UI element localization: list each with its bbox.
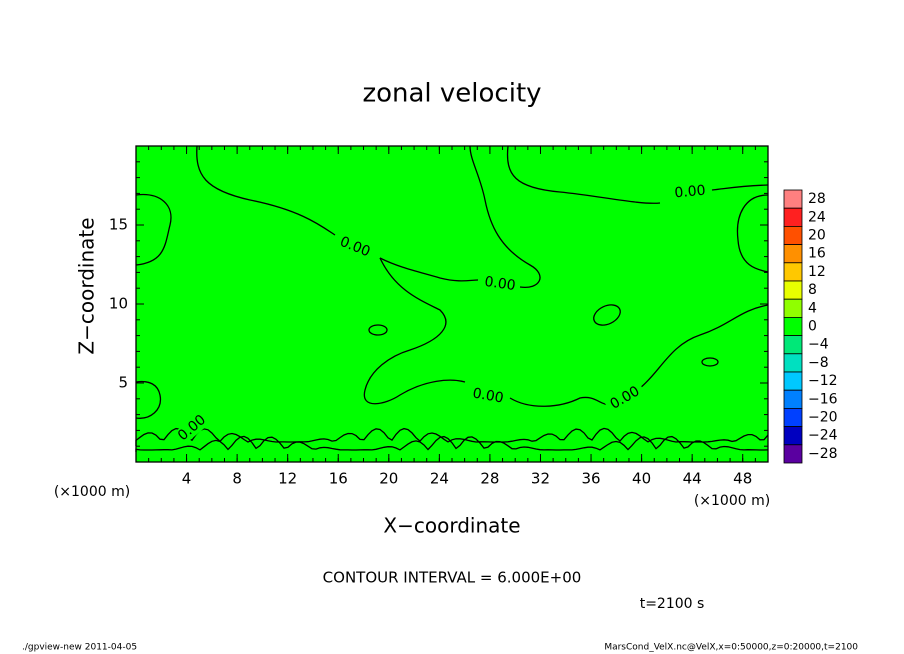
x-tick-label: 16 (329, 470, 348, 488)
contour-line (593, 304, 621, 326)
contour-label: 0.00 (471, 385, 504, 406)
colorbar-label: 24 (808, 209, 826, 225)
contour-line (196, 145, 541, 288)
colorbar-swatch (783, 189, 803, 209)
x-tick-label: 48 (733, 470, 752, 488)
colorbar-label: −24 (808, 428, 838, 444)
contour-line (506, 145, 769, 204)
footer-right: MarsCond_VelX.nc@VelX,x=0:50000,z=0:2000… (604, 643, 858, 653)
colorbar-label: −12 (808, 373, 838, 389)
colorbar-swatch (783, 353, 803, 373)
colorbar-swatch (783, 207, 803, 227)
contour-label-bg (466, 384, 510, 408)
colorbar-swatch (783, 407, 803, 427)
colorbar-label: −20 (808, 410, 838, 426)
contour-line (363, 257, 769, 407)
contour-label-bg (171, 409, 213, 447)
x-tick-label: 20 (379, 470, 398, 488)
plot-fill (135, 145, 769, 463)
x-tick-label: 12 (278, 470, 297, 488)
contour-label-bg (603, 381, 647, 415)
x-tick-label: 44 (683, 470, 702, 488)
colorbar-swatch (783, 444, 803, 464)
colorbar-label: −16 (808, 391, 838, 407)
x-tick-label: 36 (581, 470, 600, 488)
colorbar-swatch (783, 262, 803, 282)
colorbar-swatch (783, 280, 803, 300)
contour-line (368, 324, 388, 336)
contour-label-bg (333, 232, 377, 262)
x-tick-label: 4 (182, 470, 192, 488)
colorbar-label: 4 (808, 300, 817, 316)
colorbar-label: 20 (808, 228, 826, 244)
contour-label-bg (669, 182, 711, 202)
x-unit: (×1000 m) (54, 484, 130, 500)
contour-label: 0.00 (483, 274, 516, 294)
colorbar-swatch (783, 335, 803, 355)
chart-title: zonal velocity (362, 79, 541, 109)
x-tick-label: 8 (232, 470, 242, 488)
colorbar-swatch (783, 389, 803, 409)
colorbar-swatch (783, 225, 803, 245)
colorbar-label: −28 (808, 446, 838, 462)
colorbar-swatch (783, 316, 803, 336)
x-tick-label: 28 (480, 470, 499, 488)
time-label: t=2100 s (640, 596, 705, 612)
colorbar-label: 0 (808, 319, 817, 335)
contour-line (135, 380, 162, 419)
y-tick-label: 5 (118, 374, 128, 392)
y-tick-label: 15 (109, 216, 128, 234)
contour-label: 0.00 (674, 183, 706, 202)
colorbar-swatch (783, 371, 803, 391)
colorbar-label: 28 (808, 191, 826, 207)
x-tick-label: 32 (531, 470, 550, 488)
footer-left: ./gpview-new 2011-04-05 (22, 643, 137, 653)
y-tick-label: 10 (109, 295, 128, 313)
x-unit: (×1000 m) (694, 493, 770, 509)
contour-line (135, 427, 769, 452)
y-axis-label: Z−coordinate (75, 217, 99, 354)
colorbar-swatch (783, 298, 803, 318)
contour-interval: CONTOUR INTERVAL = 6.000E+00 (323, 569, 582, 587)
colorbar-label: −4 (808, 337, 829, 353)
colorbar-label: −8 (808, 355, 829, 371)
contour-line (701, 357, 719, 367)
contour-line (736, 194, 769, 273)
contour-line (135, 193, 172, 266)
x-tick-label: 24 (430, 470, 449, 488)
x-tick-label: 40 (632, 470, 651, 488)
contour-label-bg (479, 273, 521, 295)
contours (135, 145, 769, 452)
colorbar-label: 16 (808, 246, 826, 262)
colorbar-swatch (783, 244, 803, 264)
colorbar-label: 8 (808, 282, 817, 298)
colorbar-label: 12 (808, 264, 826, 280)
x-axis-label: X−coordinate (383, 514, 520, 538)
colorbar-swatch (783, 426, 803, 446)
